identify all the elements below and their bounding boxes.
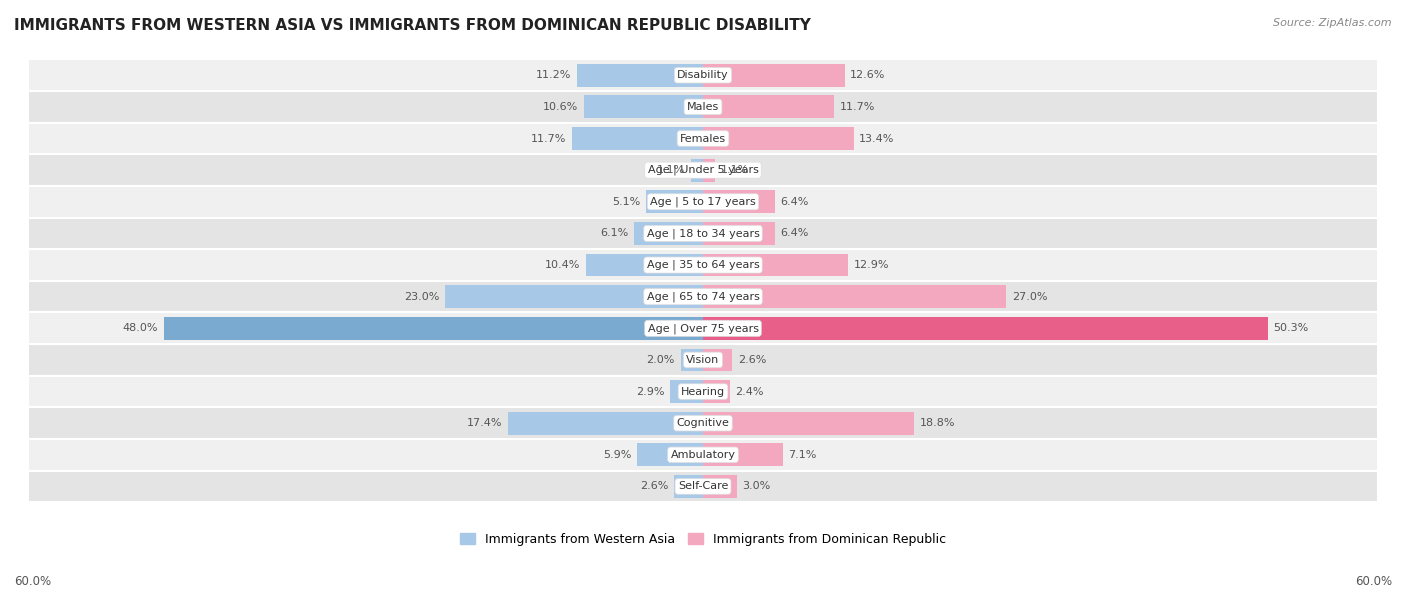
- Bar: [703, 64, 845, 87]
- Text: 2.6%: 2.6%: [640, 482, 668, 491]
- Text: 11.2%: 11.2%: [536, 70, 572, 80]
- Text: Age | Under 5 years: Age | Under 5 years: [648, 165, 758, 176]
- Bar: [30, 91, 1376, 122]
- Bar: [508, 412, 703, 435]
- Text: Hearing: Hearing: [681, 387, 725, 397]
- Bar: [703, 475, 737, 498]
- Bar: [703, 285, 1007, 308]
- Text: Source: ZipAtlas.com: Source: ZipAtlas.com: [1274, 18, 1392, 28]
- Bar: [703, 159, 716, 182]
- Bar: [572, 127, 703, 150]
- Bar: [30, 439, 1376, 471]
- Text: 60.0%: 60.0%: [1355, 575, 1392, 588]
- Bar: [637, 444, 703, 466]
- Text: 2.9%: 2.9%: [637, 387, 665, 397]
- Text: 10.4%: 10.4%: [546, 260, 581, 270]
- Bar: [30, 59, 1376, 91]
- Bar: [645, 190, 703, 213]
- Text: Disability: Disability: [678, 70, 728, 80]
- Bar: [586, 253, 703, 277]
- Bar: [30, 408, 1376, 439]
- Text: 5.1%: 5.1%: [612, 197, 640, 207]
- Bar: [703, 349, 733, 371]
- Text: Age | 35 to 64 years: Age | 35 to 64 years: [647, 259, 759, 271]
- Bar: [578, 64, 703, 87]
- Text: 17.4%: 17.4%: [467, 418, 502, 428]
- Text: 11.7%: 11.7%: [839, 102, 876, 112]
- Bar: [703, 253, 848, 277]
- Text: Self-Care: Self-Care: [678, 482, 728, 491]
- Bar: [583, 95, 703, 118]
- Bar: [703, 412, 914, 435]
- Text: 13.4%: 13.4%: [859, 133, 894, 143]
- Bar: [634, 222, 703, 245]
- Text: 18.8%: 18.8%: [920, 418, 955, 428]
- Bar: [165, 317, 703, 340]
- Text: Ambulatory: Ambulatory: [671, 450, 735, 460]
- Text: 27.0%: 27.0%: [1012, 292, 1047, 302]
- Bar: [703, 190, 775, 213]
- Bar: [703, 222, 775, 245]
- Bar: [703, 380, 730, 403]
- Text: 6.4%: 6.4%: [780, 228, 808, 239]
- Bar: [30, 471, 1376, 502]
- Bar: [30, 186, 1376, 218]
- Text: 5.9%: 5.9%: [603, 450, 631, 460]
- Text: 3.0%: 3.0%: [742, 482, 770, 491]
- Text: Females: Females: [681, 133, 725, 143]
- Text: 48.0%: 48.0%: [122, 323, 159, 334]
- Bar: [703, 127, 853, 150]
- Bar: [703, 444, 783, 466]
- Text: 50.3%: 50.3%: [1274, 323, 1309, 334]
- Text: 6.1%: 6.1%: [600, 228, 628, 239]
- Text: 11.7%: 11.7%: [530, 133, 567, 143]
- Text: 60.0%: 60.0%: [14, 575, 51, 588]
- Bar: [30, 376, 1376, 408]
- Text: Cognitive: Cognitive: [676, 418, 730, 428]
- Text: 2.0%: 2.0%: [647, 355, 675, 365]
- Text: 12.6%: 12.6%: [851, 70, 886, 80]
- Bar: [30, 344, 1376, 376]
- Bar: [690, 159, 703, 182]
- Bar: [30, 122, 1376, 154]
- Bar: [681, 349, 703, 371]
- Text: 6.4%: 6.4%: [780, 197, 808, 207]
- Text: Age | 5 to 17 years: Age | 5 to 17 years: [650, 196, 756, 207]
- Bar: [673, 475, 703, 498]
- Text: 1.1%: 1.1%: [721, 165, 749, 175]
- Bar: [30, 313, 1376, 344]
- Text: Age | 65 to 74 years: Age | 65 to 74 years: [647, 291, 759, 302]
- Text: 1.1%: 1.1%: [657, 165, 685, 175]
- Text: 2.6%: 2.6%: [738, 355, 766, 365]
- Text: Age | 18 to 34 years: Age | 18 to 34 years: [647, 228, 759, 239]
- Text: Age | Over 75 years: Age | Over 75 years: [648, 323, 758, 334]
- Bar: [30, 281, 1376, 313]
- Text: Vision: Vision: [686, 355, 720, 365]
- Text: 10.6%: 10.6%: [543, 102, 578, 112]
- Text: IMMIGRANTS FROM WESTERN ASIA VS IMMIGRANTS FROM DOMINICAN REPUBLIC DISABILITY: IMMIGRANTS FROM WESTERN ASIA VS IMMIGRAN…: [14, 18, 811, 34]
- Bar: [703, 317, 1268, 340]
- Bar: [30, 218, 1376, 249]
- Text: Males: Males: [688, 102, 718, 112]
- Text: 7.1%: 7.1%: [789, 450, 817, 460]
- Bar: [444, 285, 703, 308]
- Bar: [30, 154, 1376, 186]
- Text: 2.4%: 2.4%: [735, 387, 763, 397]
- Legend: Immigrants from Western Asia, Immigrants from Dominican Republic: Immigrants from Western Asia, Immigrants…: [456, 528, 950, 551]
- Bar: [703, 95, 834, 118]
- Bar: [30, 249, 1376, 281]
- Text: 12.9%: 12.9%: [853, 260, 889, 270]
- Text: 23.0%: 23.0%: [404, 292, 439, 302]
- Bar: [671, 380, 703, 403]
